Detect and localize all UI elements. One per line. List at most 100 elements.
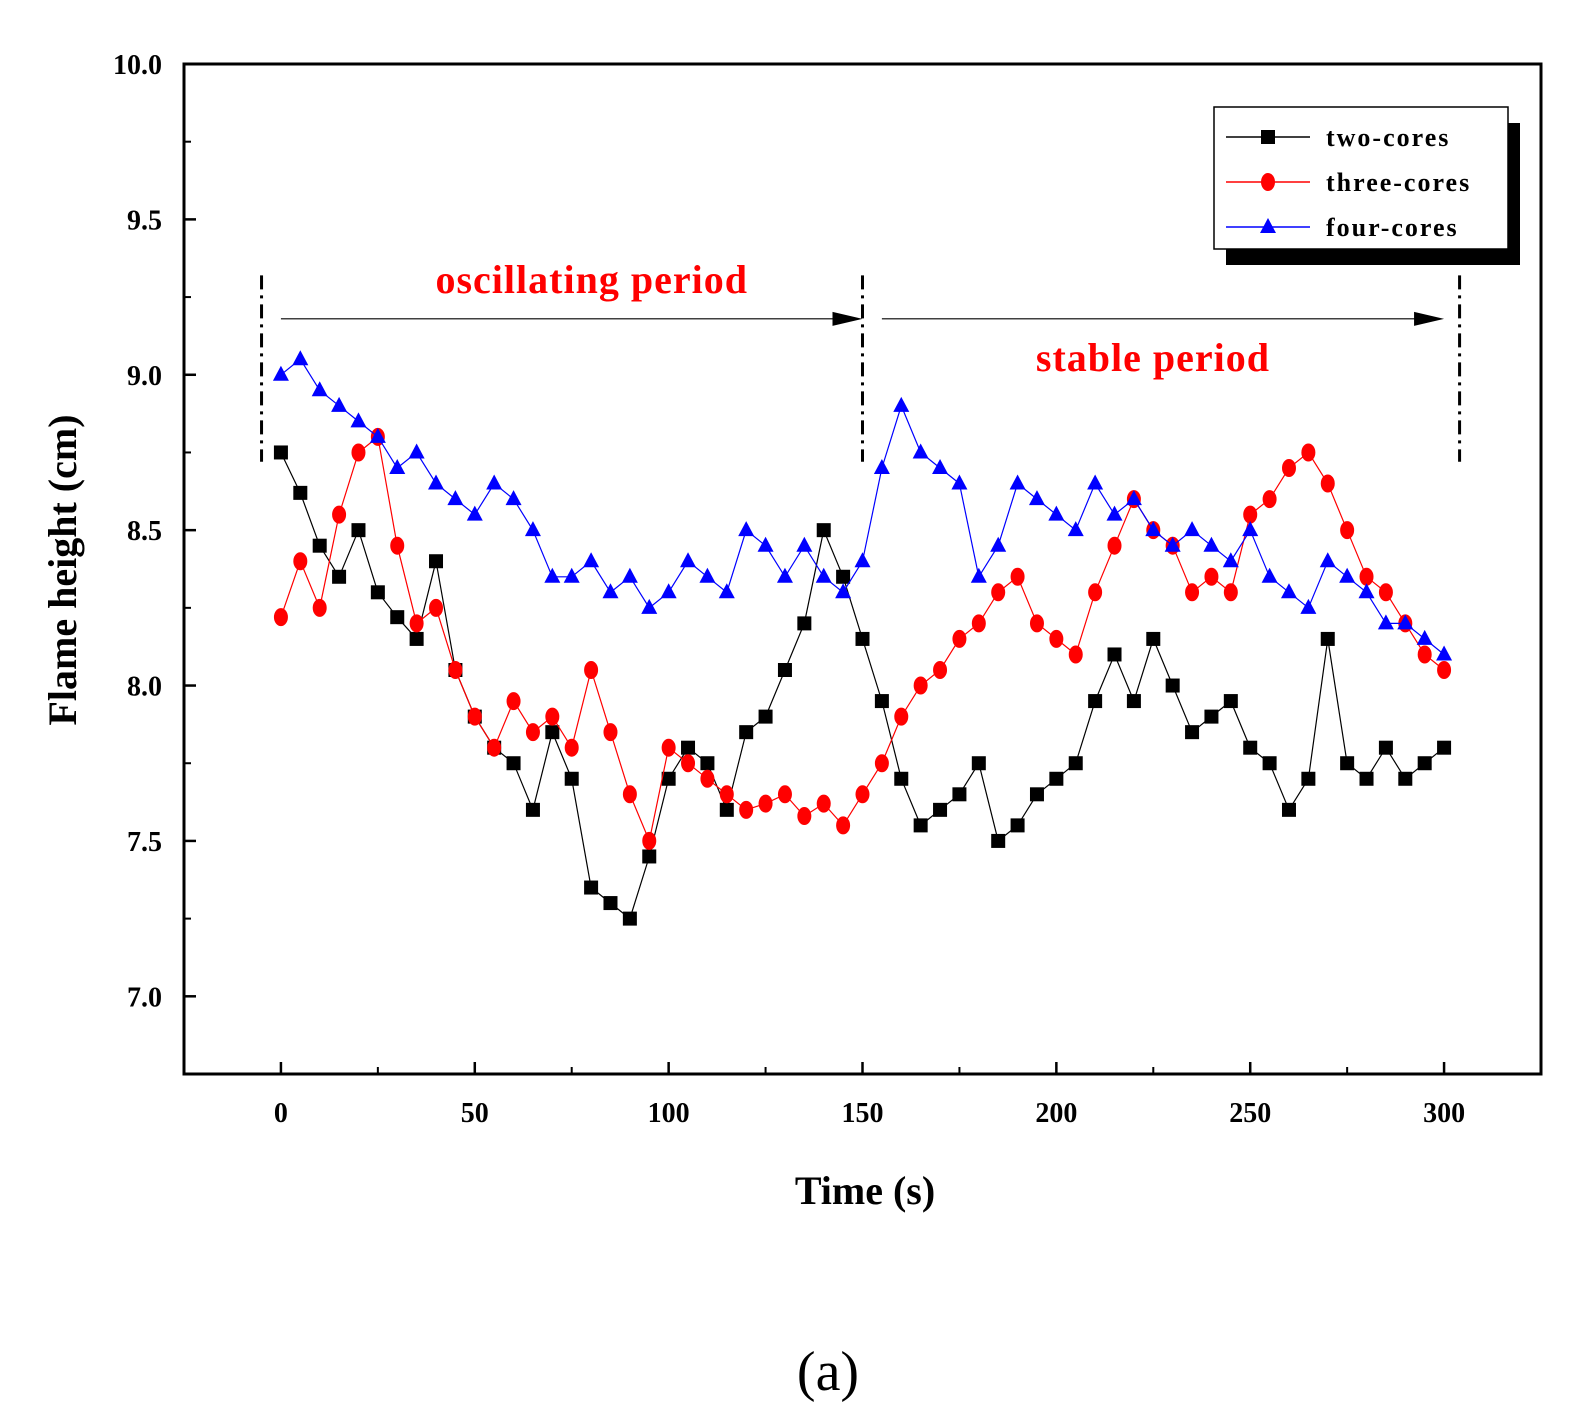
data-point-four-cores <box>854 552 871 568</box>
data-point-three-cores <box>816 794 831 813</box>
data-point-four-cores <box>1397 614 1414 630</box>
data-point-two-cores <box>874 694 889 709</box>
data-point-four-cores <box>428 474 445 490</box>
data-point-two-cores <box>564 771 579 786</box>
data-point-three-cores <box>933 661 948 679</box>
data-point-two-cores <box>351 523 366 538</box>
data-point-two-cores <box>816 523 831 538</box>
period-arrow-head <box>1414 311 1445 326</box>
data-point-four-cores <box>990 536 1007 552</box>
data-point-four-cores <box>1339 567 1356 583</box>
data-point-four-cores <box>1242 521 1259 537</box>
data-point-three-cores <box>448 661 463 679</box>
data-point-four-cores <box>660 583 677 599</box>
data-point-four-cores <box>583 552 600 568</box>
data-point-four-cores <box>970 567 987 583</box>
data-point-three-cores <box>467 707 482 726</box>
data-point-three-cores <box>409 614 424 633</box>
data-point-four-cores <box>1300 598 1317 614</box>
oscillating-period-label: oscillating period <box>435 257 747 302</box>
annotation-layer: oscillating period stable period <box>260 257 1462 462</box>
data-point-two-cores <box>1204 709 1219 724</box>
data-point-four-cores <box>738 521 755 537</box>
data-point-three-cores <box>1378 583 1393 602</box>
data-point-four-cores <box>893 396 910 412</box>
data-point-three-cores <box>1340 521 1355 540</box>
data-point-three-cores <box>700 769 715 788</box>
data-point-four-cores <box>641 598 658 614</box>
y-tick-label: 8.0 <box>127 672 162 703</box>
data-point-four-cores <box>1358 583 1375 599</box>
y-tick-label: 10.0 <box>113 50 162 81</box>
data-point-four-cores <box>1203 536 1220 552</box>
data-point-three-cores <box>429 598 444 617</box>
data-point-four-cores <box>757 536 774 552</box>
legend-label-four-cores: four-cores <box>1326 213 1459 242</box>
series-two-cores <box>273 445 1452 926</box>
data-point-two-cores <box>991 833 1006 848</box>
data-point-four-cores <box>815 567 832 583</box>
data-point-three-cores <box>1088 583 1103 602</box>
y-axis-title: Flame height (cm) <box>40 414 85 725</box>
data-point-three-cores <box>1417 645 1432 664</box>
data-point-four-cores <box>1087 474 1104 490</box>
data-point-two-cores <box>1320 631 1335 646</box>
data-point-four-cores <box>563 567 580 583</box>
figure-caption: (a) <box>797 1341 859 1403</box>
data-point-two-cores <box>758 709 773 724</box>
data-point-three-cores <box>1185 583 1200 602</box>
data-point-three-cores <box>1068 645 1083 664</box>
series-three-cores <box>273 427 1452 850</box>
data-point-four-cores <box>621 567 638 583</box>
data-point-three-cores <box>584 661 599 679</box>
data-point-two-cores <box>1359 771 1374 786</box>
data-point-four-cores <box>718 583 735 599</box>
data-point-three-cores <box>836 816 851 835</box>
stable-period-label: stable period <box>1036 335 1270 380</box>
data-point-three-cores <box>797 807 812 826</box>
x-tick-label: 50 <box>461 1098 489 1129</box>
data-point-four-cores <box>1436 645 1453 661</box>
data-point-three-cores <box>719 785 734 804</box>
data-point-two-cores <box>1146 631 1161 646</box>
x-tick-label: 200 <box>1035 1098 1077 1129</box>
data-point-four-cores <box>912 443 929 459</box>
data-point-two-cores <box>1281 802 1296 817</box>
data-point-four-cores <box>1028 490 1045 506</box>
data-point-two-cores <box>409 631 424 646</box>
data-point-three-cores <box>681 754 696 773</box>
data-point-four-cores <box>1067 521 1084 537</box>
legend-label-two-cores: two-cores <box>1326 123 1450 152</box>
x-tick-label: 300 <box>1423 1098 1465 1129</box>
data-point-two-cores <box>952 787 967 802</box>
data-point-two-cores <box>642 849 657 864</box>
data-point-two-cores <box>603 896 618 911</box>
data-point-two-cores <box>1301 771 1316 786</box>
data-point-two-cores <box>719 802 734 817</box>
data-point-three-cores <box>1223 583 1238 602</box>
data-point-four-cores <box>1184 521 1201 537</box>
data-point-two-cores <box>1417 756 1432 771</box>
data-point-four-cores <box>466 505 483 521</box>
data-point-four-cores <box>311 381 328 397</box>
data-point-two-cores <box>913 818 928 833</box>
data-point-two-cores <box>370 585 385 600</box>
data-point-three-cores <box>506 692 521 711</box>
data-point-four-cores <box>1106 505 1123 521</box>
data-point-two-cores <box>1223 694 1238 709</box>
y-tick-label: 7.5 <box>127 827 162 858</box>
data-point-two-cores <box>293 485 308 500</box>
data-point-two-cores <box>545 725 560 740</box>
data-point-four-cores <box>776 567 793 583</box>
data-point-three-cores <box>971 614 986 633</box>
data-point-four-cores <box>505 490 522 506</box>
y-tick-label: 8.5 <box>127 516 162 547</box>
data-point-four-cores <box>272 365 289 381</box>
data-point-four-cores <box>1009 474 1026 490</box>
data-point-four-cores <box>796 536 813 552</box>
data-point-two-cores <box>584 880 599 895</box>
data-point-three-cores <box>1029 614 1044 633</box>
data-point-three-cores <box>351 443 366 462</box>
data-point-three-cores <box>874 754 889 773</box>
